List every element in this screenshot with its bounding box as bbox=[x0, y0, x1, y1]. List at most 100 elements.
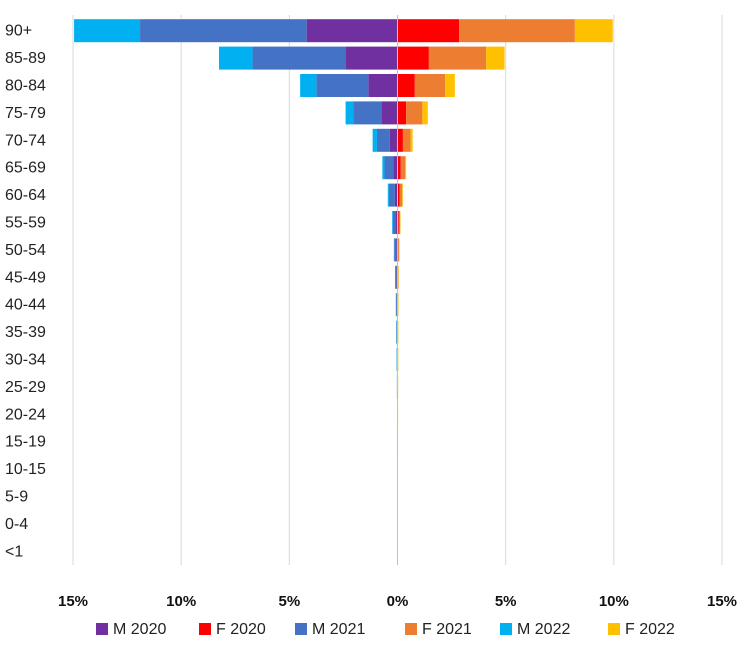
bar-m-2020-60_64 bbox=[394, 183, 398, 207]
x-tick-labels: 15% 10% 5% 0% 5% 10% 15% bbox=[58, 593, 737, 610]
bar-m-2020-85_89 bbox=[345, 46, 398, 70]
legend-label: M 2022 bbox=[517, 621, 570, 638]
legend-label: F 2020 bbox=[216, 621, 266, 638]
legend-item-f-2022: F 2022 bbox=[608, 621, 675, 638]
bar-f-2020-60_64 bbox=[397, 183, 400, 207]
bar-m-2022-75_79 bbox=[345, 101, 354, 125]
bar-m-2020-50_54 bbox=[396, 238, 398, 262]
bar-m-2020-65_69 bbox=[393, 156, 398, 180]
legend-label: F 2022 bbox=[625, 621, 675, 638]
x-tick-label: 15% bbox=[58, 593, 88, 610]
bar-m-2021-85_89 bbox=[252, 46, 346, 70]
bar-f-2020-65_69 bbox=[397, 156, 401, 180]
y-tick-label: 90+ bbox=[5, 23, 32, 40]
bar-m-2021-75_79 bbox=[353, 101, 382, 125]
grid-layer bbox=[72, 15, 723, 565]
bar-m-2020-55_59 bbox=[395, 211, 398, 234]
bar-f-2020-85_89 bbox=[397, 46, 429, 70]
bar-f-2021-65_69 bbox=[400, 156, 406, 180]
bar-f-2022-70_74 bbox=[410, 128, 413, 152]
x-tick-label: 10% bbox=[166, 593, 196, 610]
bar-m-2020-80_84 bbox=[368, 74, 398, 97]
x-tick-label: 5% bbox=[495, 593, 517, 610]
x-tick-label: 5% bbox=[278, 593, 300, 610]
bar-m-2021-60_64 bbox=[388, 183, 395, 207]
bar-f-2022-85_89 bbox=[486, 46, 505, 70]
bar-f-2021-60_64 bbox=[399, 183, 403, 207]
bar-m-2022-70_74 bbox=[372, 128, 377, 152]
bar-m-2020-75_79 bbox=[381, 101, 398, 125]
legend: M 2020 F 2020 M 2021 F 2021 M 2022 F 2022 bbox=[96, 621, 675, 638]
legend-item-f-2020: F 2020 bbox=[199, 621, 266, 638]
bar-f-2020-70_74 bbox=[397, 128, 403, 152]
legend-swatch bbox=[96, 623, 108, 635]
legend-label: F 2021 bbox=[422, 621, 472, 638]
bar-f-2021-90_ bbox=[459, 19, 575, 43]
y-tick-label: 65-69 bbox=[5, 160, 46, 177]
bar-m-2022-90_ bbox=[74, 19, 141, 43]
bar-m-2021-55_59 bbox=[392, 211, 396, 234]
bar-f-2021-80_84 bbox=[414, 74, 446, 97]
y-tick-label: 60-64 bbox=[5, 187, 46, 204]
x-tick-label: 10% bbox=[599, 593, 629, 610]
y-tick-label: 15-19 bbox=[5, 434, 46, 451]
bar-f-2021-50_54 bbox=[398, 238, 400, 262]
bars-layer bbox=[74, 19, 613, 563]
bar-f-2022-80_84 bbox=[445, 74, 455, 97]
y-tick-label: 30-34 bbox=[5, 352, 46, 369]
y-tick-label: 20-24 bbox=[5, 406, 46, 423]
bar-m-2022-80_84 bbox=[300, 74, 317, 97]
legend-item-m-2020: M 2020 bbox=[96, 621, 166, 638]
y-tick-label: 45-49 bbox=[5, 269, 46, 286]
bar-f-2022-60_64 bbox=[402, 183, 403, 207]
bar-m-2022-85_89 bbox=[219, 46, 253, 70]
legend-swatch bbox=[405, 623, 417, 635]
bar-f-2022-65_69 bbox=[405, 156, 407, 180]
legend-label: M 2021 bbox=[312, 621, 365, 638]
y-tick-label: 50-54 bbox=[5, 242, 46, 259]
bar-m-2021-45_49 bbox=[395, 265, 397, 289]
legend-item-m-2022: M 2022 bbox=[500, 621, 570, 638]
y-tick-label: 70-74 bbox=[5, 132, 46, 149]
legend-label: M 2020 bbox=[113, 621, 166, 638]
legend-swatch bbox=[608, 623, 620, 635]
y-tick-label: 85-89 bbox=[5, 50, 46, 67]
bar-f-2021-55_59 bbox=[398, 211, 401, 234]
bar-f-2020-75_79 bbox=[397, 101, 407, 125]
legend-swatch bbox=[295, 623, 307, 635]
bar-m-2021-65_69 bbox=[384, 156, 394, 180]
bar-m-2021-90_ bbox=[140, 19, 307, 43]
bar-m-2021-35_39 bbox=[396, 320, 398, 344]
bar-f-2021-75_79 bbox=[406, 101, 423, 125]
bar-m-2021-80_84 bbox=[316, 74, 369, 97]
bar-m-2021-70_74 bbox=[376, 128, 390, 152]
y-tick-labels: 90+ 85-89 80-84 75-79 70-74 65-69 60-64 55-59 50… bbox=[5, 23, 46, 561]
bar-m-2022-60_64 bbox=[387, 183, 389, 207]
y-tick-label: 10-15 bbox=[5, 461, 46, 478]
y-tick-label: 80-84 bbox=[5, 78, 46, 95]
y-tick-label: 40-44 bbox=[5, 297, 46, 314]
bar-m-2022-65_69 bbox=[382, 156, 385, 180]
bar-m-2021-50_54 bbox=[394, 238, 397, 262]
bar-f-2020-90_ bbox=[397, 19, 460, 43]
bar-m-2020-90_ bbox=[306, 19, 398, 43]
legend-item-m-2021: M 2021 bbox=[295, 621, 365, 638]
y-tick-label: 55-59 bbox=[5, 215, 46, 232]
legend-swatch bbox=[199, 623, 211, 635]
bar-m-2021-40_44 bbox=[395, 293, 397, 317]
y-tick-label: 25-29 bbox=[5, 379, 46, 396]
y-tick-label: 35-39 bbox=[5, 324, 46, 341]
legend-item-f-2021: F 2021 bbox=[405, 621, 472, 638]
x-tick-label: 15% bbox=[707, 593, 737, 610]
bar-f-2021-70_74 bbox=[402, 128, 411, 152]
bar-m-2020-70_74 bbox=[389, 128, 398, 152]
y-tick-label: <1 bbox=[5, 543, 23, 560]
bar-f-2022-90_ bbox=[574, 19, 613, 43]
bar-f-2022-75_79 bbox=[422, 101, 428, 125]
bar-f-2020-55_59 bbox=[397, 211, 399, 234]
x-tick-label: 0% bbox=[387, 593, 409, 610]
legend-swatch bbox=[500, 623, 512, 635]
y-tick-label: 0-4 bbox=[5, 516, 28, 533]
y-tick-label: 5-9 bbox=[5, 489, 28, 506]
